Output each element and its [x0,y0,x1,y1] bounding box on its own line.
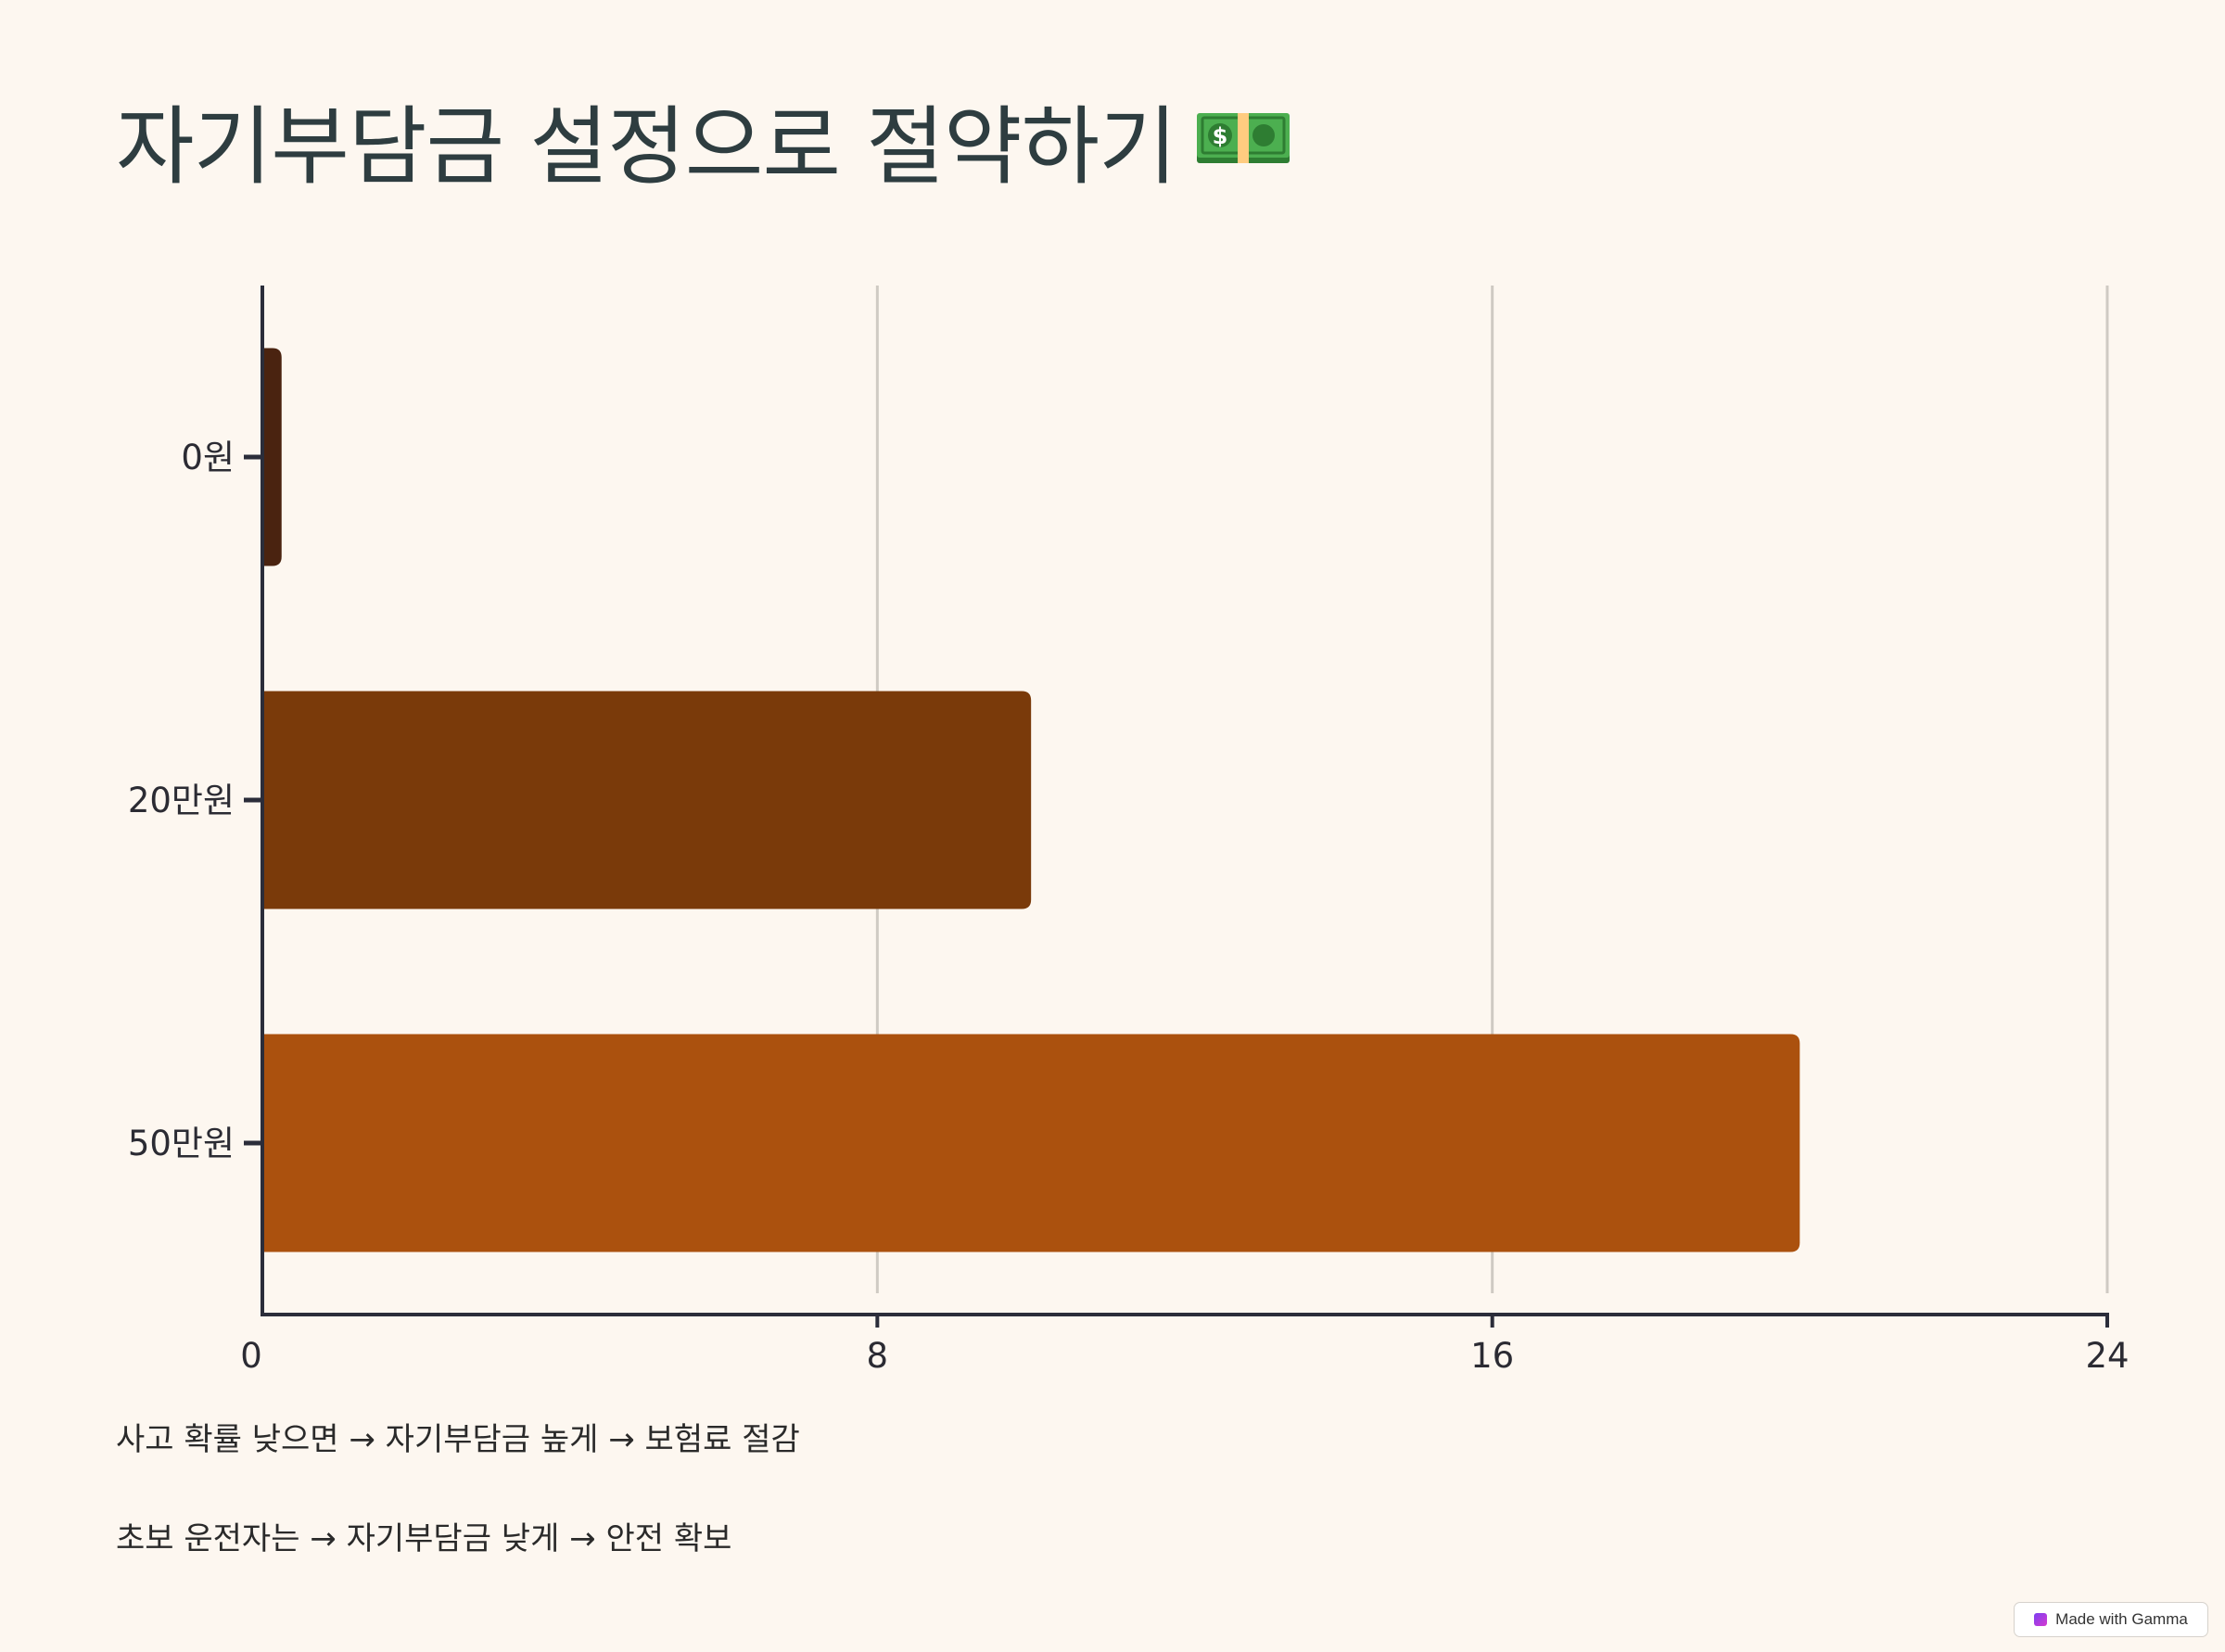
bar-chart: 0 8 16 24 0원 20만원 50만원 [128,286,2130,1376]
x-tick-label: 0 [240,1336,262,1376]
svg-text:$: $ [1212,123,1227,149]
bar [262,691,1032,909]
notes: 사고 확률 낮으면 → 자기부담금 높게 → 보험료 절감 초보 운전자는 → … [116,1414,800,1612]
x-tick-label: 8 [867,1336,889,1376]
y-tick-label: 20만원 [128,781,235,820]
bar [262,1034,1800,1252]
money-bill-icon: $ [1196,113,1290,163]
title-row: 자기부담금 설정으로 절약하기 $ [116,79,1290,199]
x-tick-label: 24 [2085,1336,2129,1376]
bar [262,348,282,566]
gamma-logo-icon [2034,1613,2048,1626]
page-title: 자기부담금 설정으로 절약하기 [116,96,1177,197]
note-line: 초보 운전자는 → 자기부담금 낮게 → 안전 확보 [116,1520,732,1557]
y-tick-label: 0원 [181,438,235,477]
made-with-gamma-badge[interactable]: Made with Gamma [2014,1602,2208,1637]
note-line: 사고 확률 낮으면 → 자기부담금 높게 → 보험료 절감 [116,1421,800,1458]
badge-label: Made with Gamma [2055,1610,2188,1628]
x-tick-label: 16 [1470,1336,1514,1376]
y-tick-label: 50만원 [128,1124,235,1163]
